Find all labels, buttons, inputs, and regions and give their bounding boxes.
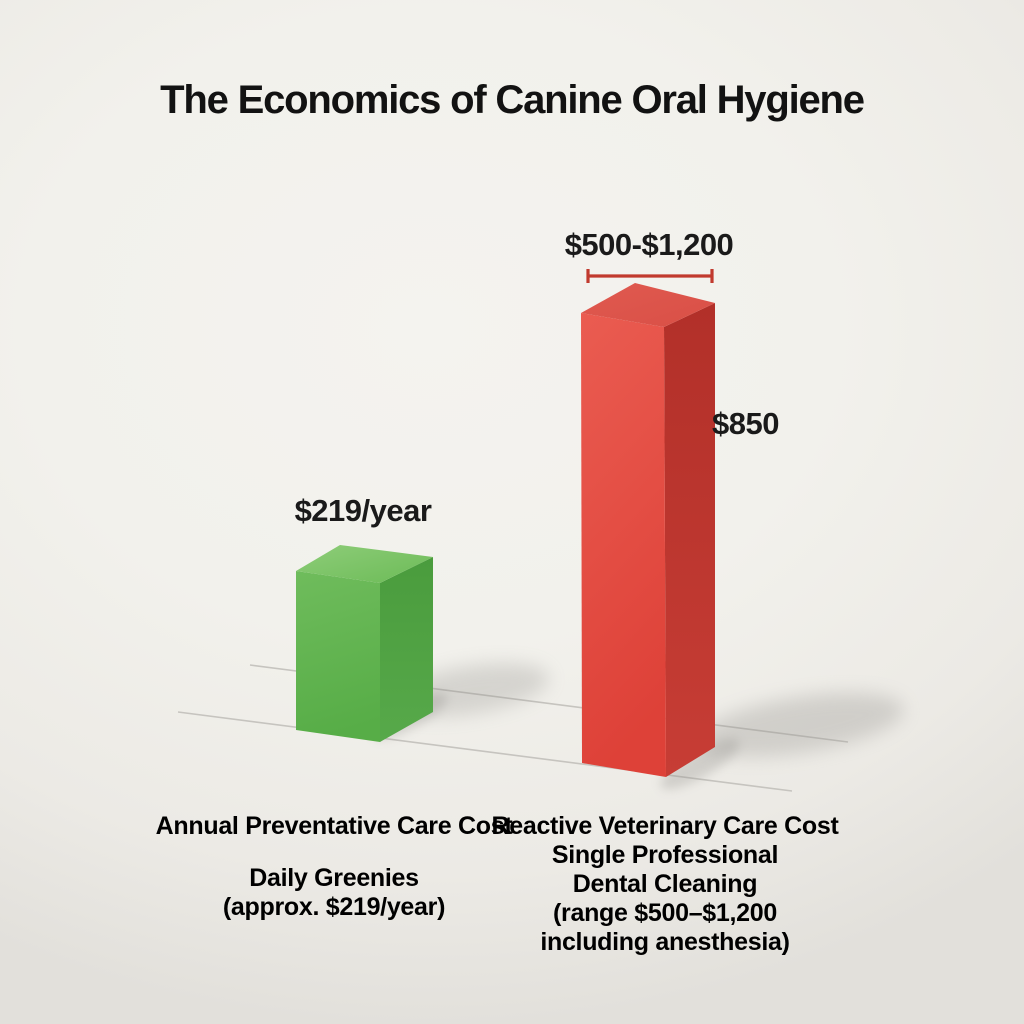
- red-bar-value-label: $850: [712, 406, 779, 441]
- left-category-line: Daily Greenies: [249, 864, 419, 892]
- green-bar-top-face: [296, 545, 433, 583]
- red-bar-range-label: $500-$1,200: [564, 227, 734, 262]
- green-bar-value-label: $219/year: [294, 493, 432, 528]
- right-category-label: Reactive Veterinary Care Cost Single Pro…: [491, 812, 838, 957]
- red-bar-side-face: [664, 303, 715, 777]
- right-category-line: (range $500–$1,200: [553, 899, 777, 927]
- chart-title: The Economics of Canine Oral Hygiene: [160, 78, 865, 122]
- red-bar-front-face: [581, 313, 666, 777]
- right-category-line: Dental Cleaning: [572, 870, 758, 898]
- left-category-header: Annual Preventative Care Cost: [155, 812, 513, 840]
- green-bar-side-face: [380, 557, 433, 742]
- green-bar-front-face: [296, 571, 380, 742]
- right-category-line: Single Professional: [551, 841, 779, 869]
- red-bar-shadow: [696, 692, 904, 758]
- right-category-line: including anesthesia): [540, 928, 790, 956]
- red-bar: [581, 283, 715, 777]
- range-bracket: [586, 269, 714, 283]
- red-bar-top-face: [581, 283, 715, 327]
- red-bar-contact-shadow: [660, 738, 740, 790]
- left-category-line: (approx. $219/year): [222, 893, 446, 921]
- right-category-header: Reactive Veterinary Care Cost: [491, 812, 839, 840]
- left-category-label: Annual Preventative Care Cost Daily Gree…: [156, 812, 513, 922]
- green-bar: [296, 545, 433, 742]
